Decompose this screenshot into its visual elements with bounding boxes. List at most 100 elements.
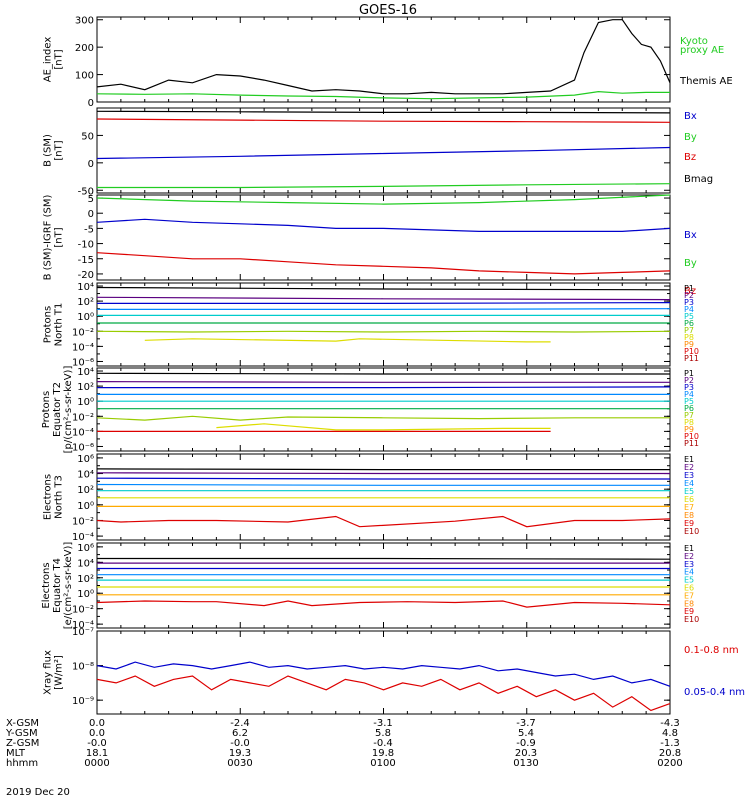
legend-entry: E8: [684, 599, 694, 608]
y-tick-label: -15: [78, 255, 94, 266]
y-tick-label: 200: [75, 43, 94, 54]
legend-entry: Bmag: [684, 174, 713, 185]
series-line: [97, 302, 671, 304]
legend-entry: By: [684, 258, 697, 269]
y-axis-label: Electrons: [41, 562, 52, 608]
y-tick-label: 0: [88, 159, 94, 170]
y-tick-label: 5: [88, 194, 94, 205]
time-axis-value: -0.4: [373, 738, 393, 749]
series-line: [97, 386, 671, 389]
time-axis-row-label: Z-GSM: [6, 738, 39, 749]
y-axis-label: Xray flux: [43, 650, 54, 695]
series-line: [97, 308, 671, 310]
time-axis-row-label: MLT: [6, 748, 26, 759]
panel-pnorth: 10⁴ 10² 10⁰ 10⁻² 10⁻⁴ 10⁻⁶ Protons North T1 P1P2…: [43, 282, 700, 368]
time-axis-value: 20.3: [515, 748, 537, 759]
series-line: [96, 515, 671, 528]
y-tick-label: 10⁰: [77, 397, 94, 408]
chart-title: GOES-16: [359, 3, 417, 18]
time-axis-value: -0.9: [516, 738, 536, 749]
y-tick-label: 0: [88, 98, 94, 109]
y-tick-label: 10⁴: [77, 470, 94, 481]
series-line: [96, 372, 670, 375]
panel-xray: 10⁻⁷ 10⁻⁸ 10⁻⁹ Xray flux [W/m²] 0.1-0.8 nm 0.0…: [43, 627, 745, 715]
legend-entry: Bz: [684, 152, 696, 163]
legend-entry: Bx: [684, 111, 697, 122]
y-tick-label: 10⁻²: [72, 605, 94, 616]
y-tick-label: 300: [75, 16, 94, 27]
legend-entry: P10: [684, 432, 699, 441]
y-tick-label: 10⁴: [77, 558, 94, 569]
series-line: [96, 118, 671, 123]
legend-entry: P4: [684, 390, 694, 399]
y-tick-label: -5: [84, 224, 94, 235]
series-line: [96, 600, 671, 608]
y-tick-label: 10²: [77, 574, 94, 585]
y-axis-label: [e/(cm²-s-sr-keV)]: [63, 542, 74, 630]
time-axis-value: 0200: [657, 758, 682, 769]
time-axis-row-label: Y-GSM: [5, 728, 38, 739]
series-line: [216, 423, 551, 431]
series-line: [96, 661, 671, 687]
legend-entry: E10: [684, 527, 699, 536]
y-tick-label: 10⁻⁴: [72, 427, 94, 438]
series-line: [96, 477, 670, 480]
panel-frame: [96, 16, 671, 103]
time-axis-value: -0.0: [87, 738, 107, 749]
legend-entry: E1: [684, 544, 694, 553]
y-tick-label: 10⁻⁴: [72, 620, 94, 631]
time-axis-value: -4.3: [660, 718, 680, 729]
series-line: [96, 110, 671, 114]
legend-entry: E8: [684, 511, 694, 520]
y-axis-label: Protons: [41, 391, 52, 428]
y-axis-label: B (SM): [43, 134, 54, 167]
y-tick-label: 10⁻⁴: [72, 532, 94, 543]
y-tick-label: 10⁶: [77, 454, 94, 465]
y-axis-label: North T3: [54, 475, 65, 519]
series-line: [96, 218, 671, 232]
y-tick-label: 10⁻⁴: [72, 342, 94, 353]
legend-entry: P5: [684, 312, 694, 321]
y-tick-label: 10⁻⁷: [72, 627, 94, 638]
y-tick-label: 10²: [77, 297, 94, 308]
time-axis-value: 0000: [84, 758, 109, 769]
time-axis-value: 0100: [370, 758, 395, 769]
legend-entry: E6: [684, 495, 694, 504]
series-line: [97, 557, 671, 560]
panel-eequator: 10⁶ 10⁴ 10² 10⁰ 10⁻² 10⁻⁴ Electrons Equator T4[…: [41, 542, 699, 631]
series-line: [96, 415, 670, 421]
series-line: [96, 296, 671, 301]
series-line: [96, 146, 671, 160]
time-axis-value: 20.8: [659, 748, 681, 759]
y-tick-label: 10²: [77, 485, 94, 496]
y-axis-label: [W/m²]: [54, 655, 65, 690]
y-tick-label: 10⁰: [77, 589, 94, 600]
y-tick-label: 10²: [77, 382, 94, 393]
time-axis-value: 6.2: [232, 728, 248, 739]
time-axis-value: 18.1: [86, 748, 108, 759]
legend-entry: P5: [684, 397, 694, 406]
date-label: 2019 Dec 20: [6, 787, 70, 798]
y-tick-label: 10⁻²: [72, 327, 94, 338]
y-tick-label: 10⁻⁸: [72, 662, 94, 673]
y-tick-label: 10⁰: [77, 501, 94, 512]
y-tick-label: 10⁻⁶: [72, 357, 94, 368]
y-tick-label: 10⁻⁹: [72, 696, 94, 707]
y-axis-label: [nT]: [54, 140, 65, 160]
y-tick-label: -20: [78, 270, 94, 281]
panel-frame: [96, 367, 671, 452]
series-line: [96, 483, 670, 486]
legend-entry: E7: [684, 503, 694, 512]
y-axis-label: [nT]: [54, 227, 65, 247]
legend-entry: Bx: [684, 230, 697, 241]
legend-entry: P2: [684, 376, 694, 385]
legend-entry: P2: [684, 291, 694, 300]
panel-bigrf: -20 -15 -10 -5 0 5 B (SM)-IGRF (SM) [nT] Bx By Bz: [43, 194, 697, 297]
series-line: [96, 194, 671, 205]
y-axis-label: Protons: [43, 306, 54, 343]
series-line: [96, 330, 671, 333]
series-line: [96, 252, 671, 275]
time-axis-value: 5.8: [375, 728, 391, 739]
